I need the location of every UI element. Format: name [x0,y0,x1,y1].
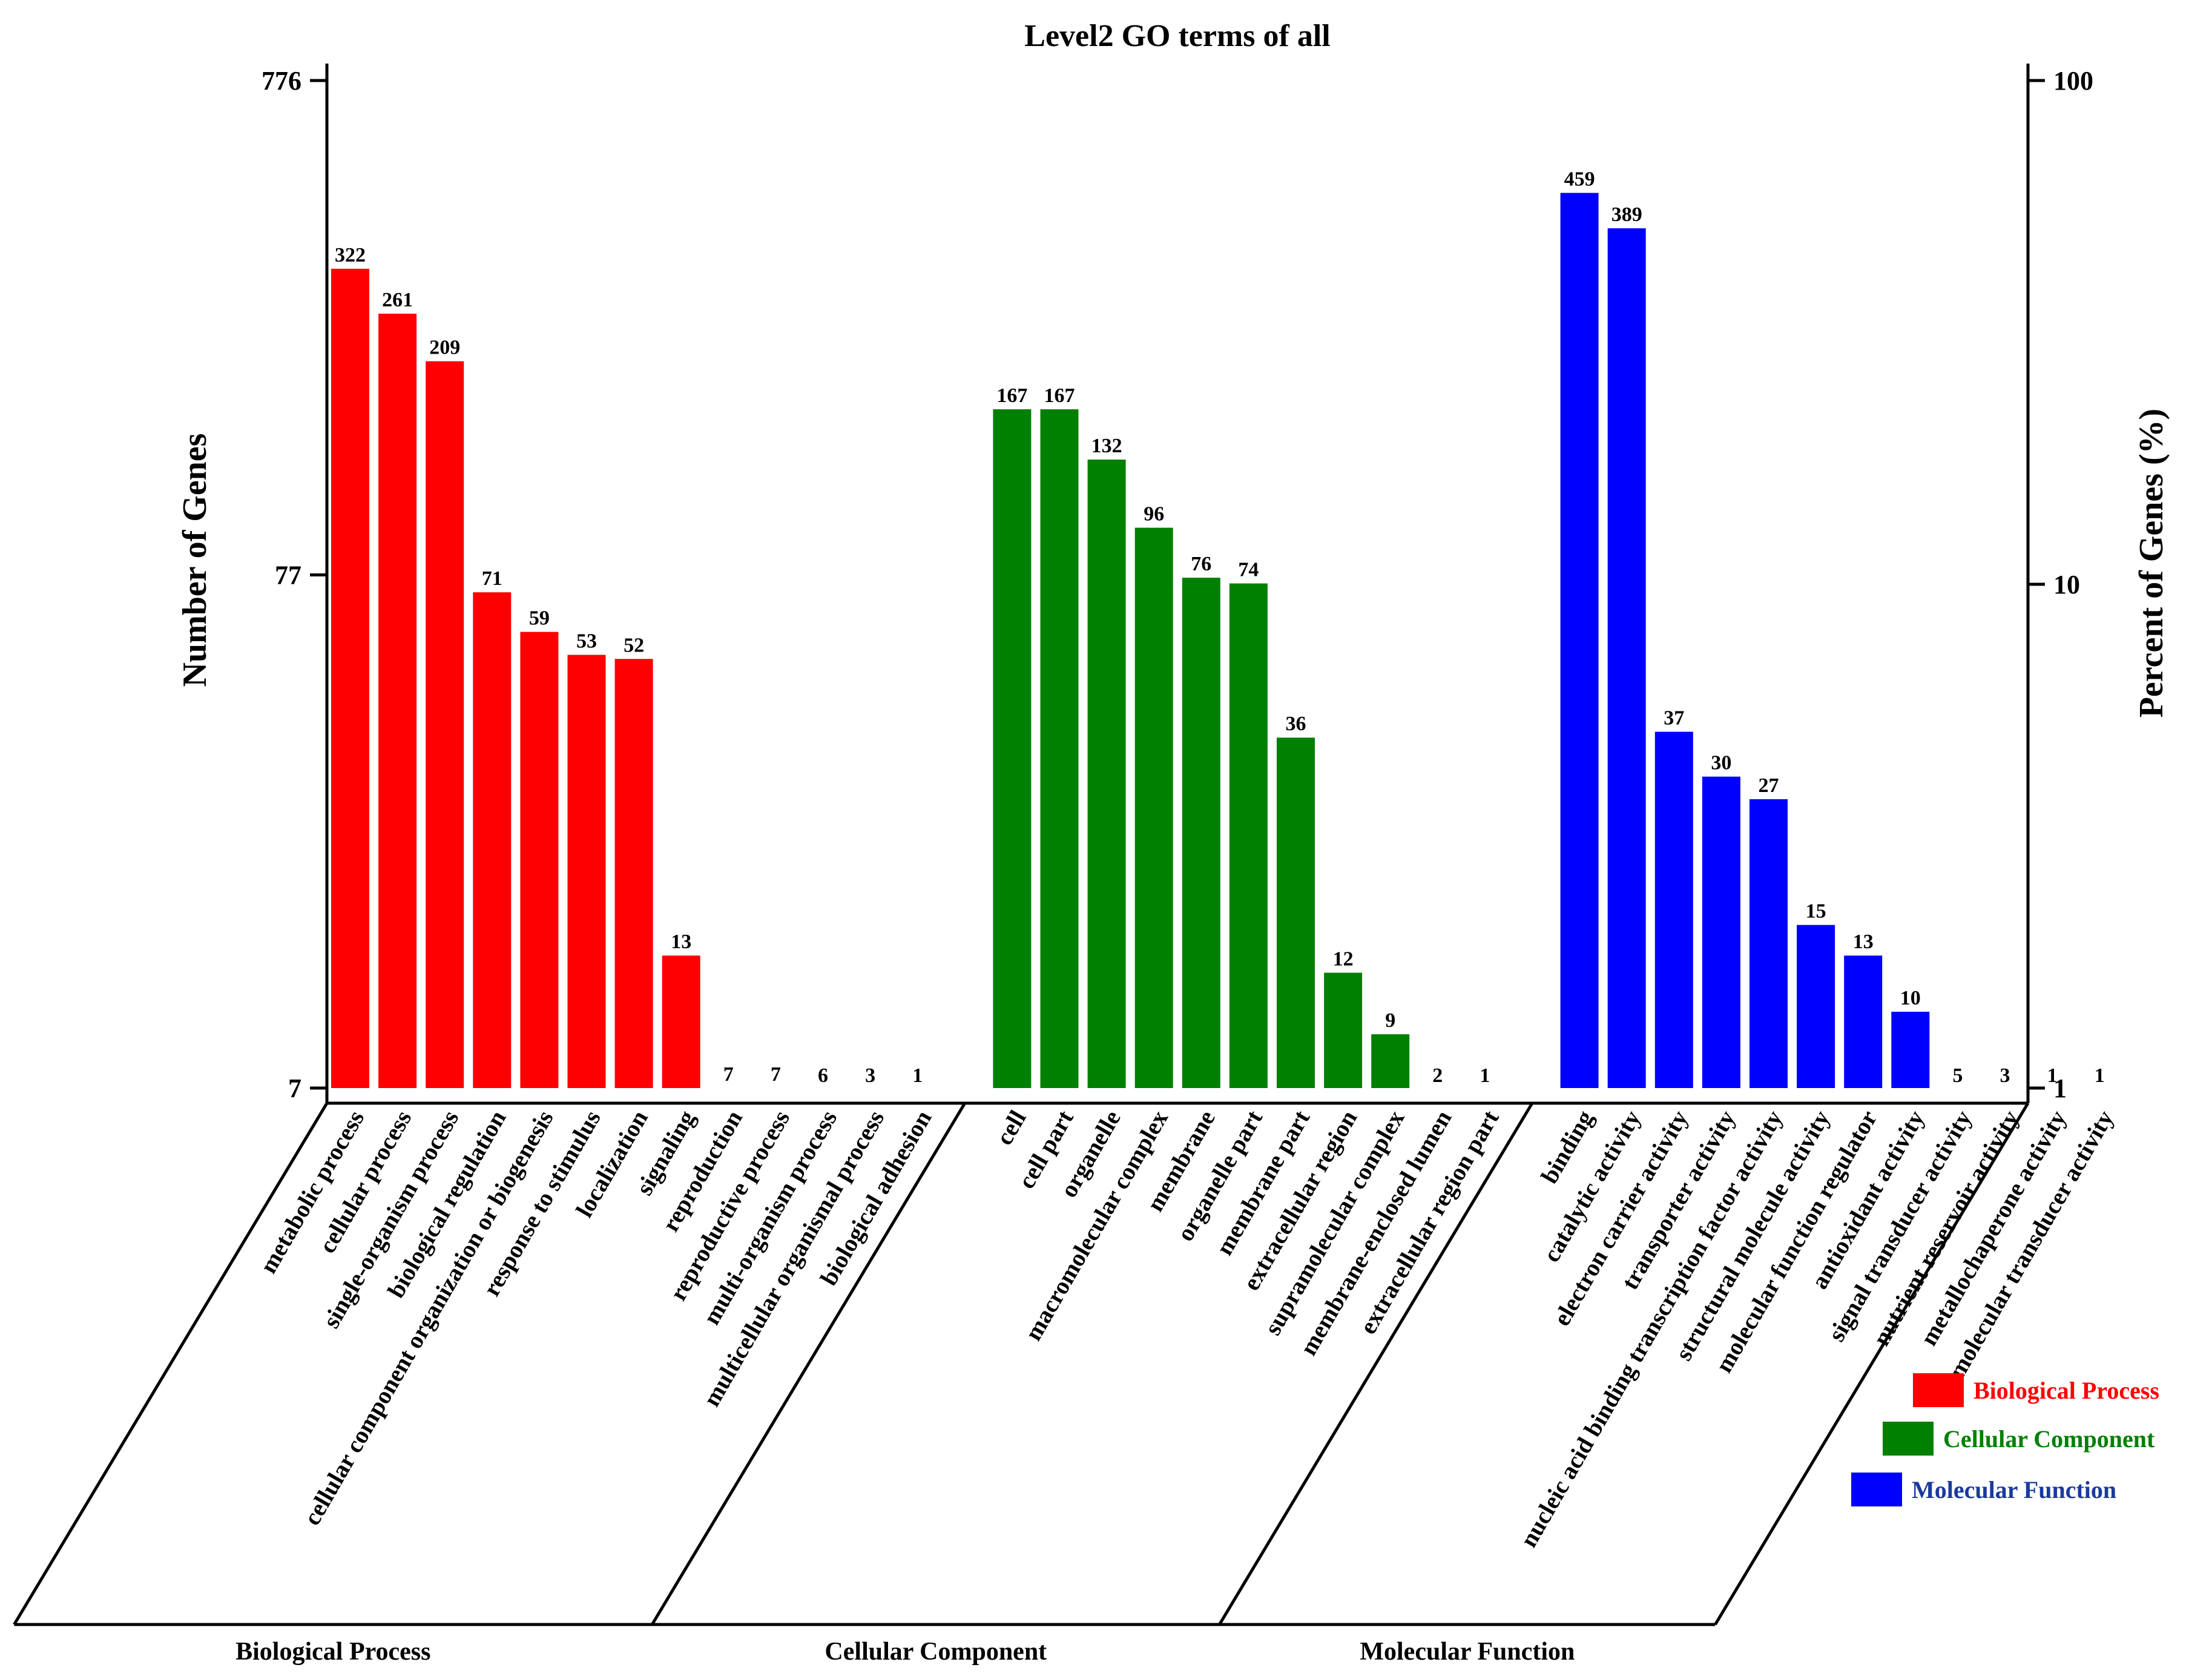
data-label: 1 [1480,1064,1490,1087]
group-label: Cellular Component [825,1638,1047,1666]
data-label: 459 [1564,168,1595,191]
data-label: 53 [576,630,597,653]
data-label: 322 [335,244,366,266]
bar [1229,583,1268,1088]
right-axis-label: Percent of Genes (%) [2133,409,2170,718]
bar [1844,955,1883,1088]
bar [1797,925,1835,1088]
data-label: 1 [912,1064,923,1087]
bar [1277,737,1315,1088]
data-label: 36 [1286,713,1306,735]
data-label: 7 [723,1063,734,1086]
data-label: 1 [2047,1064,2058,1087]
bar [1560,193,1599,1088]
right-tick-label: 1 [2053,1074,2067,1103]
group-divider [651,1102,966,1626]
data-label: 27 [1759,774,1779,797]
bar [1371,1034,1410,1088]
legend-label: Cellular Component [1943,1425,2155,1453]
data-label: 71 [482,567,502,590]
data-label: 2 [1432,1064,1443,1087]
bar [567,655,606,1088]
data-label: 76 [1191,553,1211,575]
data-label: 209 [429,337,460,359]
group-divider [1714,1102,2030,1626]
data-label: 12 [1333,948,1354,971]
right-tick-label: 10 [2053,570,2080,599]
bar [1654,731,1693,1088]
data-label: 389 [1611,203,1642,226]
bar [993,409,1032,1088]
group-divider [1218,1102,1534,1626]
legend-label: Biological Process [1973,1377,2159,1404]
data-label: 37 [1664,707,1684,730]
group-label: Biological Process [235,1638,430,1666]
legend-swatch [1851,1473,1902,1506]
data-label: 13 [671,931,691,953]
data-label: 96 [1144,503,1164,526]
data-label: 59 [529,607,550,630]
group-label: Molecular Function [1360,1638,1575,1666]
bar [378,314,417,1088]
legend-swatch [1913,1373,1964,1407]
bar [1182,578,1220,1088]
left-axis-label: Number of Genes [176,434,214,687]
data-label: 3 [865,1064,875,1087]
data-label: 1 [2095,1064,2105,1087]
data-label: 7 [771,1063,781,1086]
bar [1324,972,1363,1088]
data-label: 6 [818,1064,828,1087]
left-tick-label: 7 [288,1074,301,1103]
bar [1087,460,1126,1088]
bar [520,632,559,1088]
bar [1702,776,1740,1088]
left-tick-label: 77 [275,561,301,590]
bar [426,361,464,1088]
bar [1750,799,1788,1088]
group-divider [13,1102,329,1626]
left-tick-label: 776 [262,66,301,96]
data-label: 10 [1900,987,1921,1009]
data-label: 74 [1238,559,1259,581]
legend-swatch [1883,1422,1934,1456]
data-label: 5 [1952,1064,1963,1087]
data-label: 30 [1711,752,1731,774]
data-label: 52 [624,634,644,656]
right-tick-label: 100 [2053,66,2093,96]
data-label: 132 [1091,435,1122,457]
data-label: 3 [2000,1064,2010,1087]
bar [662,955,700,1088]
bar [1891,1011,1930,1088]
data-label: 167 [1044,384,1075,407]
data-label: 13 [1853,931,1874,953]
data-label: 15 [1806,900,1826,923]
data-label: 261 [382,289,413,311]
data-label: 9 [1385,1009,1395,1032]
bar [614,659,653,1088]
legend-label: Molecular Function [1912,1476,2116,1503]
category-label: cell [990,1106,1032,1149]
bar [1134,527,1173,1088]
bar [1040,409,1079,1088]
data-label: 167 [996,384,1027,407]
bar [331,268,369,1089]
chart-title: Level2 GO terms of all [1024,19,1330,53]
bar [1607,228,1646,1089]
bar [473,592,512,1088]
